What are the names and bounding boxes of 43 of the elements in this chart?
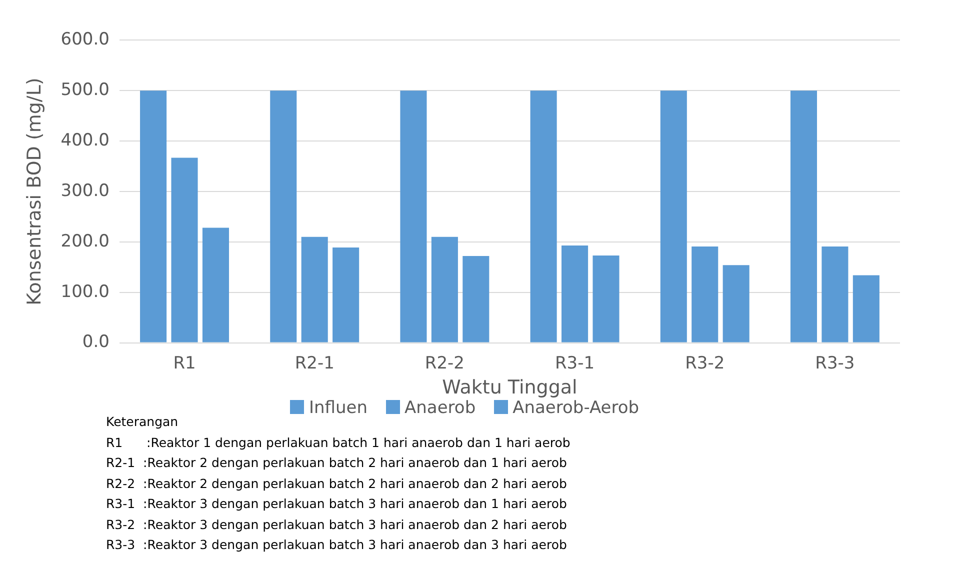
bar	[562, 245, 588, 342]
bar	[592, 256, 620, 342]
bar	[431, 236, 458, 342]
bar	[462, 256, 490, 342]
y-tick-label: 100.0	[60, 282, 110, 302]
y-tick-label: 600.0	[60, 30, 110, 50]
x-tick-label: R3-3	[815, 353, 855, 374]
legend-label: Anaerob-Aerob	[512, 398, 640, 418]
text: R3-1 :Reaktor 3 dengan perlakuan batch 3 hari anaerob dan 1 hari aerob	[106, 495, 568, 513]
text: R2-2 :Reaktor 2 dengan perlakuan batch 2 hari anaerob dan 2 hari aerob	[106, 474, 568, 493]
bar	[332, 247, 360, 342]
text: R3-3 :Reaktor 3 dengan perlakuan batch 3 hari anaerob dan 3 hari aerob	[106, 536, 568, 554]
bar	[722, 265, 750, 342]
bar	[692, 246, 718, 342]
y-tick-label: 300.0	[60, 180, 110, 201]
y-tick-label: 500.0	[60, 80, 110, 100]
bar	[301, 236, 328, 342]
x-tick-label: R1	[173, 353, 196, 374]
bar	[822, 246, 848, 342]
bar	[171, 158, 198, 342]
x-tick-label: R2-2	[424, 353, 464, 374]
x-tick-label: R2-1	[294, 353, 334, 374]
legend-label: Anaerob	[404, 398, 476, 418]
bar	[270, 90, 297, 342]
y-tick-label: 200.0	[60, 231, 110, 252]
y-axis-title: Konsentrasi BOD (mg/L)	[23, 78, 46, 306]
y-tick-label: 400.0	[60, 130, 110, 150]
text: Keterangan	[106, 414, 178, 429]
text: R2-1 :Reaktor 2 dengan perlakuan batch 2 hari anaerob dan 1 hari aerob	[106, 454, 568, 472]
x-tick-label: R3-2	[685, 353, 725, 374]
x-tick-label: R3-1	[554, 353, 595, 374]
bar	[790, 90, 818, 342]
bar	[530, 90, 557, 342]
legend-label: Influen	[308, 398, 368, 418]
y-tick-label: 0.0	[82, 332, 110, 352]
bar	[852, 275, 880, 342]
text: R1 :Reaktor 1 dengan perlakuan batch 1 hari anaerob dan 1 hari aerob	[106, 434, 570, 452]
text: R3-2 :Reaktor 3 dengan perlakuan batch 3 hari anaerob dan 2 hari aerob	[106, 516, 568, 534]
bar	[202, 228, 229, 342]
x-axis-title: Waktu Tinggal	[442, 376, 578, 399]
bar	[660, 90, 687, 342]
bar	[140, 90, 167, 342]
bar	[400, 90, 427, 342]
